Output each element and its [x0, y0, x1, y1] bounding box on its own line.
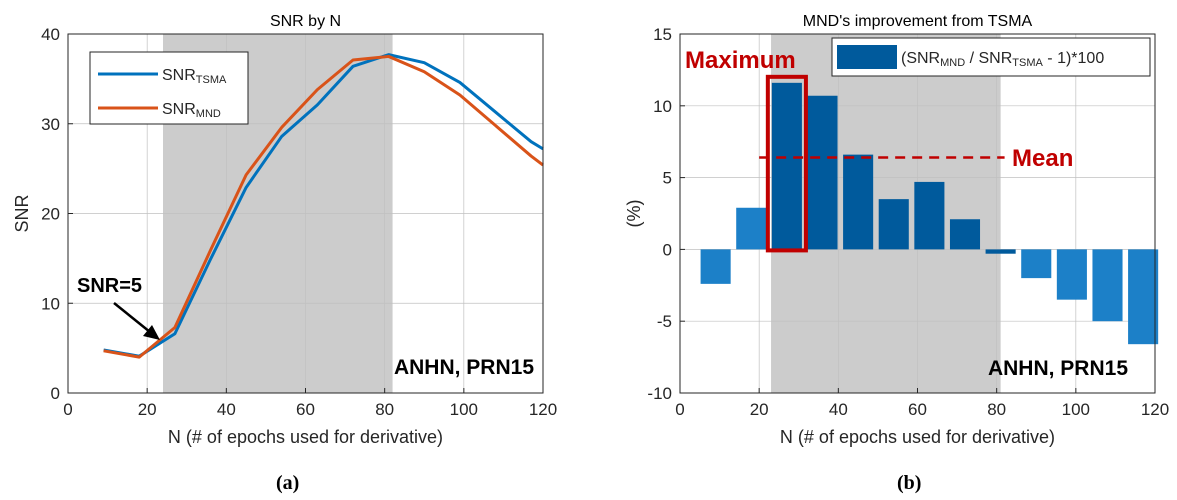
bar-n-90: [1021, 249, 1052, 279]
panel-a-ytick-label: 40: [41, 25, 60, 44]
bar-n-99: [1056, 249, 1087, 300]
panel-b-ytick-label: 0: [663, 240, 672, 259]
bar-n-108: [1092, 249, 1123, 322]
bar-n-117: [1128, 249, 1159, 345]
panel-a-xtick-label: 40: [217, 400, 236, 419]
bar-n-27: [771, 82, 802, 250]
panel-b-xtick-label: 0: [675, 400, 684, 419]
bar-n-18: [736, 207, 767, 250]
panel-b-chart: 0 20 40 60 80 100 120 -10 -5 0 5 10 15 MND's improvem…: [624, 13, 1169, 447]
panel-a-annotation: ANHN, PRN15: [394, 356, 534, 379]
series-line-mnd: [103, 54, 544, 359]
maximum-highlight-box: [765, 74, 808, 253]
caption-b: (b): [897, 472, 922, 494]
panel-b-xtick-label: 100: [1062, 400, 1090, 419]
panel-b-xtick-label: 60: [908, 400, 927, 419]
snr5-arrow-line: [113, 302, 151, 333]
panel-b-ylabel: (%): [624, 200, 644, 228]
panel-b-ytick-label: 5: [663, 169, 672, 188]
panel-a-xtick-label: 0: [63, 400, 72, 419]
bar-n-81: [985, 249, 1016, 254]
panel-a-ytick-label: 20: [41, 205, 60, 224]
bar-n-36: [807, 95, 838, 250]
panel-a-xtick-label: 80: [375, 400, 394, 419]
panel-b-xtick-label: 120: [1141, 400, 1169, 419]
panel-a-ytick-label: 10: [41, 294, 60, 313]
panel-a-xlabel: N (# of epochs used for derivative): [168, 427, 443, 447]
panel-b-xtick-label: 40: [829, 400, 848, 419]
panel-a-legend: SNRTSMA SNRMND: [89, 51, 249, 125]
legend-label-tsma: SNRTSMA: [162, 67, 227, 86]
panel-a-xtick-label: 120: [529, 400, 557, 419]
snr5-callout: SNR=5: [77, 275, 142, 297]
panel-b-ytick-label: 10: [653, 97, 672, 116]
bar-n-54: [878, 199, 909, 250]
mean-label: Mean: [1012, 145, 1073, 172]
legend-label-formula: (SNRMND / SNRTSMA - 1)*100: [901, 50, 1104, 69]
panel-b-annotation: ANHN, PRN15: [988, 357, 1128, 380]
panel-b-xlabel: N (# of epochs used for derivative): [780, 427, 1055, 447]
caption-a: (a): [276, 472, 300, 494]
panel-a-title: SNR by N: [270, 13, 341, 30]
panel-a-chart: 0 20 40 60 80 100 120 0 10 20 30 40 SNR by N N (# of …: [12, 13, 557, 447]
panel-a-ylabel: SNR: [12, 194, 32, 232]
panel-b-xtick-label: 20: [750, 400, 769, 419]
panel-b-ytick-label: -10: [647, 384, 672, 403]
panel-a-xtick-label: 20: [138, 400, 157, 419]
panel-b-ytick-label: 15: [653, 25, 672, 44]
panel-a-xtick-label: 100: [450, 400, 478, 419]
bar-n-45: [843, 154, 874, 250]
panel-a-ytick-label: 30: [41, 115, 60, 134]
series-line-tsma: [103, 53, 544, 358]
bar-n-9: [700, 249, 731, 284]
bar-n-72: [949, 219, 981, 250]
panel-b-legend: (SNRMND / SNRTSMA - 1)*100: [831, 37, 1151, 77]
panel-a-xtick-label: 60: [296, 400, 315, 419]
bar-n-63: [914, 181, 945, 250]
panel-b-ytick-label: -5: [657, 312, 672, 331]
panel-b-xtick-label: 80: [987, 400, 1006, 419]
legend-swatch-bar: [837, 45, 897, 69]
legend-box: [89, 51, 249, 125]
panel-a-ytick-label: 0: [51, 384, 60, 403]
legend-label-mnd: SNRMND: [162, 101, 221, 120]
panel-b-title: MND's improvement from TSMA: [803, 13, 1033, 30]
maximum-label: Maximum: [685, 47, 796, 74]
snr5-arrow-head: [143, 325, 160, 340]
